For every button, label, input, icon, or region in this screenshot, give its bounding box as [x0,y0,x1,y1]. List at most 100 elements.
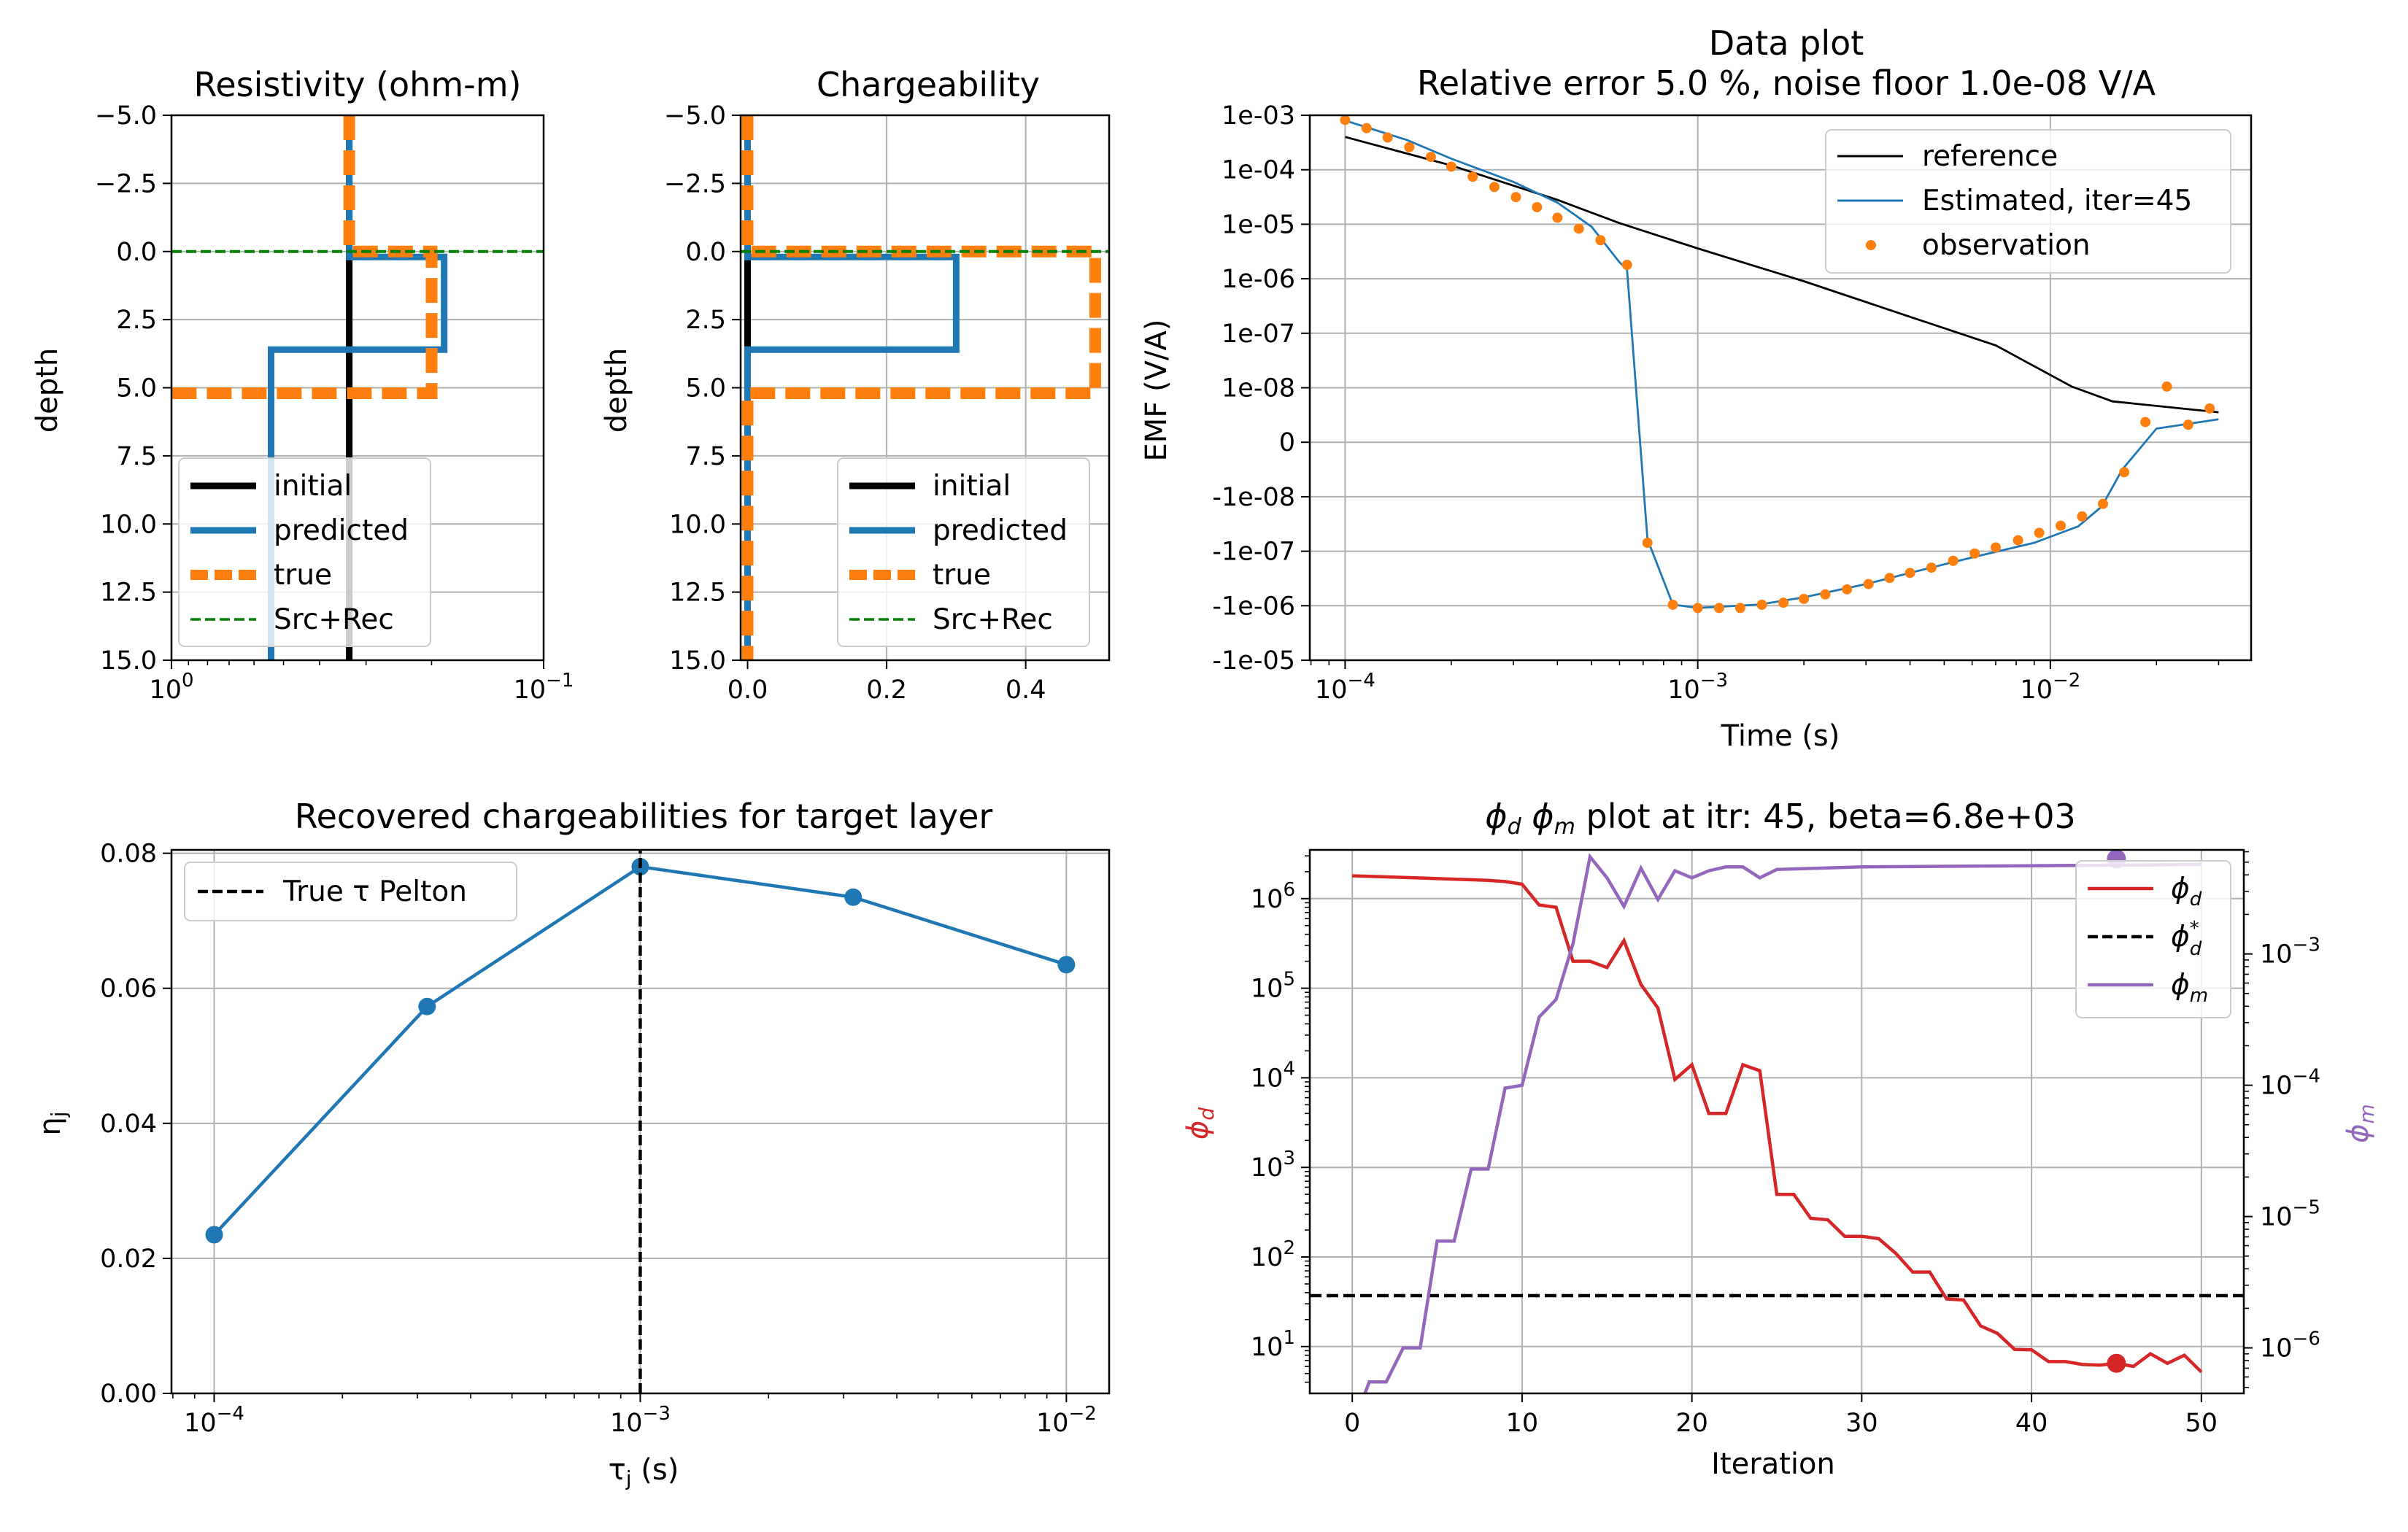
series-observation-point [1446,161,1456,172]
y-tick-label: 0 [1279,428,1295,457]
series-observation-point [2183,419,2193,430]
legend-label: True τ Pelton [282,875,467,908]
series-m-line [1363,853,2201,1393]
series-observation-point [1552,212,1563,223]
x-tick-label: 10−4 [1315,670,1375,705]
series-observation-point [1713,603,1724,614]
legend-label: observation [1922,229,2091,262]
series-group [205,850,1076,1393]
series-observation-point [1489,182,1500,193]
series-reference-line [1345,136,2219,414]
series-group [1310,850,2244,1393]
legend: reference Estimated, iter=45 observation [1825,129,2231,274]
x-tick-label: 0.2 [866,676,907,705]
y-right-tick-label: 10−4 [2260,1066,2320,1101]
series-observation-point [1692,603,1703,614]
y-tick-label: -1e-05 [1212,646,1295,676]
y-right-tick-label: 10−3 [2260,935,2320,970]
legend-frame [178,457,431,647]
series-observation-point [1382,132,1393,143]
legend: True τ Pelton [184,862,517,921]
series-observation-point [1756,599,1767,610]
series-group [1340,115,2219,614]
series-estimated-iter-45-line [1344,119,2219,609]
x-tick-label: 50 [2185,1409,2218,1438]
y-tick-label: -1e-06 [1212,592,1295,621]
legend: initial predicted true Src+Rec [837,457,1090,647]
legend-label: ϕm [2171,969,2208,1007]
series-true-line [171,115,438,399]
series-observation-point [1863,579,1874,589]
x-tick-label: 10−2 [1036,1403,1097,1438]
y-tick-label: 10.0 [669,510,726,539]
data-plot-title: Data plot [1709,23,1864,63]
y-tick-label: 1e-07 [1222,320,1295,349]
legend-frame [2075,860,2231,1018]
y-tick-label: 12.5 [669,579,726,608]
series-observation-point [1799,593,1810,604]
series-observation-point [1467,171,1478,182]
legend-label: predicted [933,514,1068,547]
y-tick-label: −5.0 [664,101,726,131]
series-observation-point [1642,538,1653,549]
legend-label: predicted [274,514,409,547]
series-values-point [844,888,863,906]
y-tick-label: 7.5 [685,442,726,471]
data-plot-subtitle: Relative error 5.0 %, noise floor 1.0e-0… [1417,63,2156,103]
legend-frame [837,457,1090,647]
series-d-line [1352,874,2203,1374]
chargeability-title: Chargeability [817,65,1040,104]
series-observation-point [1842,584,1853,595]
eta-xlabel: τj (s) [609,1453,679,1490]
series-observation-point [2140,417,2151,428]
series-observation-point [2013,535,2023,546]
series-observation-point [2097,498,2108,509]
data-plot-panel: Data plot Relative error 5.0 %, noise fl… [1140,23,2253,753]
legend-2-swatch [1866,240,1876,250]
legend-frame [1825,129,2231,274]
y-tick-label: -1e-07 [1212,538,1295,567]
series-observation-point [2119,467,2130,478]
y-tick-label: 0.04 [100,1110,157,1139]
y-tick-label: 1e-08 [1222,374,1295,403]
series-observation-point [1905,568,1915,579]
legend-label: true [933,559,991,592]
series-observation-point [1510,192,1521,203]
y-tick-label: 1e-04 [1222,156,1295,185]
series-observation-point [2204,403,2215,414]
series-values-point [1057,956,1076,974]
y-tick-label: 12.5 [100,579,157,608]
series-observation-point [2077,511,2088,522]
x-tick-label: 10 [1506,1409,1539,1438]
x-tick-label: 10−2 [2020,670,2080,705]
y-tick-label: −5.0 [95,101,157,131]
series-observation-point [1361,123,1372,134]
series-observation-point [1991,542,2002,553]
y-tick-label: 101 [1251,1327,1295,1362]
series-observation-point [1926,562,1937,573]
y-tick-label: −2.5 [95,169,157,198]
series-observation-point [1884,573,1895,584]
series-observation-point [1425,152,1436,163]
x-tick-label: 0 [1344,1409,1360,1438]
misfit-panel: ϕd ϕm plot at itr: 45, beta=6.8e+03 Iter… [1181,797,2379,1481]
chargeability-ylabel: depth [600,348,633,433]
y-tick-label: 7.5 [116,442,157,471]
resistivity-panel: Resistivity (ohm-m) depth 100 10−1 −5.0 −2.… [31,65,574,705]
current-iteration-marker [2107,1353,2126,1373]
series-observation-point [1820,589,1831,600]
y-tick-label: 1e-06 [1222,265,1295,294]
series-observation-point [2056,520,2067,531]
misfit-ylabel-right: ϕm [2342,1104,2379,1143]
y-tick-label: −2.5 [664,169,726,198]
chargeability-panel: Chargeability depth 0.0 0.2 0.4 −5.0 −2.5 0.0… [600,65,1111,705]
misfit-xlabel: Iteration [1711,1447,1835,1481]
legend-label: Src+Rec [933,603,1053,636]
y-tick-label: 10.0 [100,510,157,539]
x-tick-label: 10−3 [610,1403,671,1438]
legend: initial predicted true Src+Rec [178,457,431,647]
y-tick-label: 15.0 [669,646,726,676]
legend-label: ϕ* d [2171,918,2202,960]
series-observation-point [1734,603,1745,614]
